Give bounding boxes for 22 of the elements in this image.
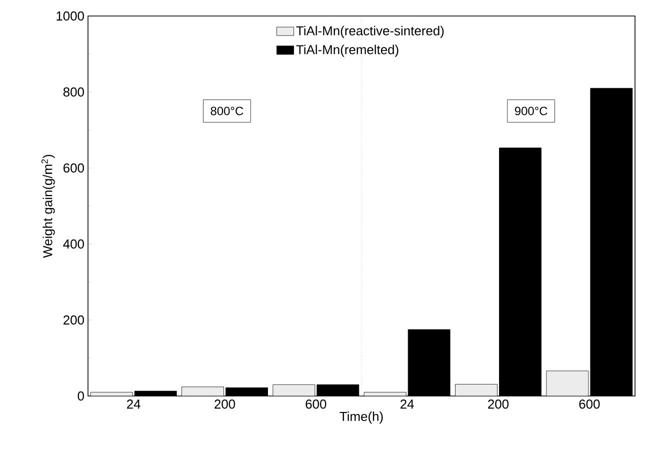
y-tick-label: 600 [64,163,84,173]
bar [455,384,498,396]
x-tick-label: 24 [127,400,140,409]
x-axis-title: Time(h) [340,412,383,424]
y-tick-label: 200 [64,315,84,325]
x-tick-label: 200 [214,400,236,409]
x-tick-label: 600 [579,400,600,409]
x-tick-label: 200 [488,400,509,409]
annotation: 800°C [210,106,244,116]
legend-label: TiAl-Mn(remelted) [296,44,398,57]
bar [272,384,315,396]
x-tick-label: 24 [400,400,414,409]
y-tick-label: 400 [63,239,84,249]
y-tick-label: 1000 [56,11,84,21]
annotation: 900°C [514,106,548,116]
bar [182,386,224,396]
bar [546,370,589,396]
y-axis-title: Weight gain(g/m$^{2}$) [41,154,55,258]
y-tick-label: 800 [63,87,84,97]
legend-label: TiAl-Mn(reactive-sintered) [296,26,444,38]
x-tick-label: 600 [306,400,326,409]
y-tick-label: 0 [78,391,84,401]
